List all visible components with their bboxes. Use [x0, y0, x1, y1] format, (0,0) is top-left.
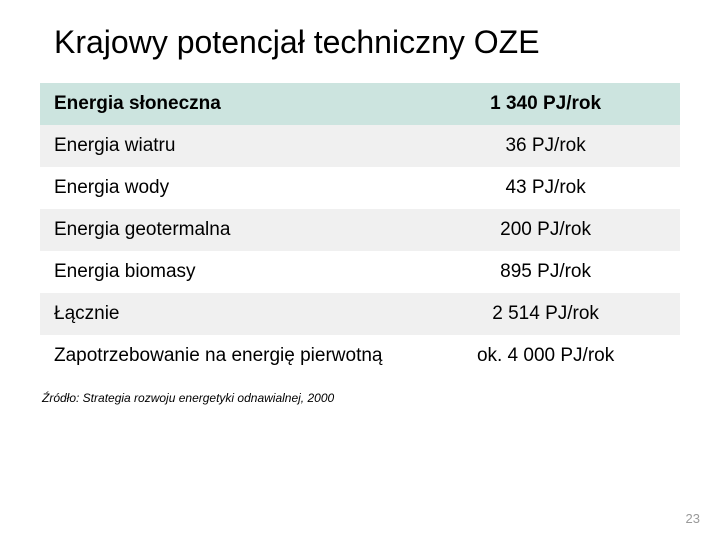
table-row: Zapotrzebowanie na energię pierwotną ok.…	[40, 335, 680, 377]
cell-label: Energia słoneczna	[40, 83, 411, 125]
cell-value: ok. 4 000 PJ/rok	[411, 335, 680, 377]
cell-label: Energia geotermalna	[40, 209, 411, 251]
cell-label: Łącznie	[40, 293, 411, 335]
table-row: Energia słoneczna 1 340 PJ/rok	[40, 83, 680, 125]
cell-value: 43 PJ/rok	[411, 167, 680, 209]
table-body: Energia słoneczna 1 340 PJ/rok Energia w…	[40, 83, 680, 377]
table-row: Energia biomasy 895 PJ/rok	[40, 251, 680, 293]
cell-label: Energia biomasy	[40, 251, 411, 293]
cell-value: 1 340 PJ/rok	[411, 83, 680, 125]
cell-value: 36 PJ/rok	[411, 125, 680, 167]
table-row: Energia geotermalna 200 PJ/rok	[40, 209, 680, 251]
table-row: Łącznie 2 514 PJ/rok	[40, 293, 680, 335]
cell-label: Energia wiatru	[40, 125, 411, 167]
table-row: Energia wiatru 36 PJ/rok	[40, 125, 680, 167]
slide: Krajowy potencjał techniczny OZE Energia…	[0, 0, 720, 540]
cell-value: 2 514 PJ/rok	[411, 293, 680, 335]
table-row: Energia wody 43 PJ/rok	[40, 167, 680, 209]
cell-value: 895 PJ/rok	[411, 251, 680, 293]
slide-title: Krajowy potencjał techniczny OZE	[54, 24, 680, 61]
cell-label: Energia wody	[40, 167, 411, 209]
page-number: 23	[686, 511, 700, 526]
cell-label: Zapotrzebowanie na energię pierwotną	[40, 335, 411, 377]
potential-table: Energia słoneczna 1 340 PJ/rok Energia w…	[40, 83, 680, 377]
cell-value: 200 PJ/rok	[411, 209, 680, 251]
source-note: Źródło: Strategia rozwoju energetyki odn…	[42, 391, 680, 405]
